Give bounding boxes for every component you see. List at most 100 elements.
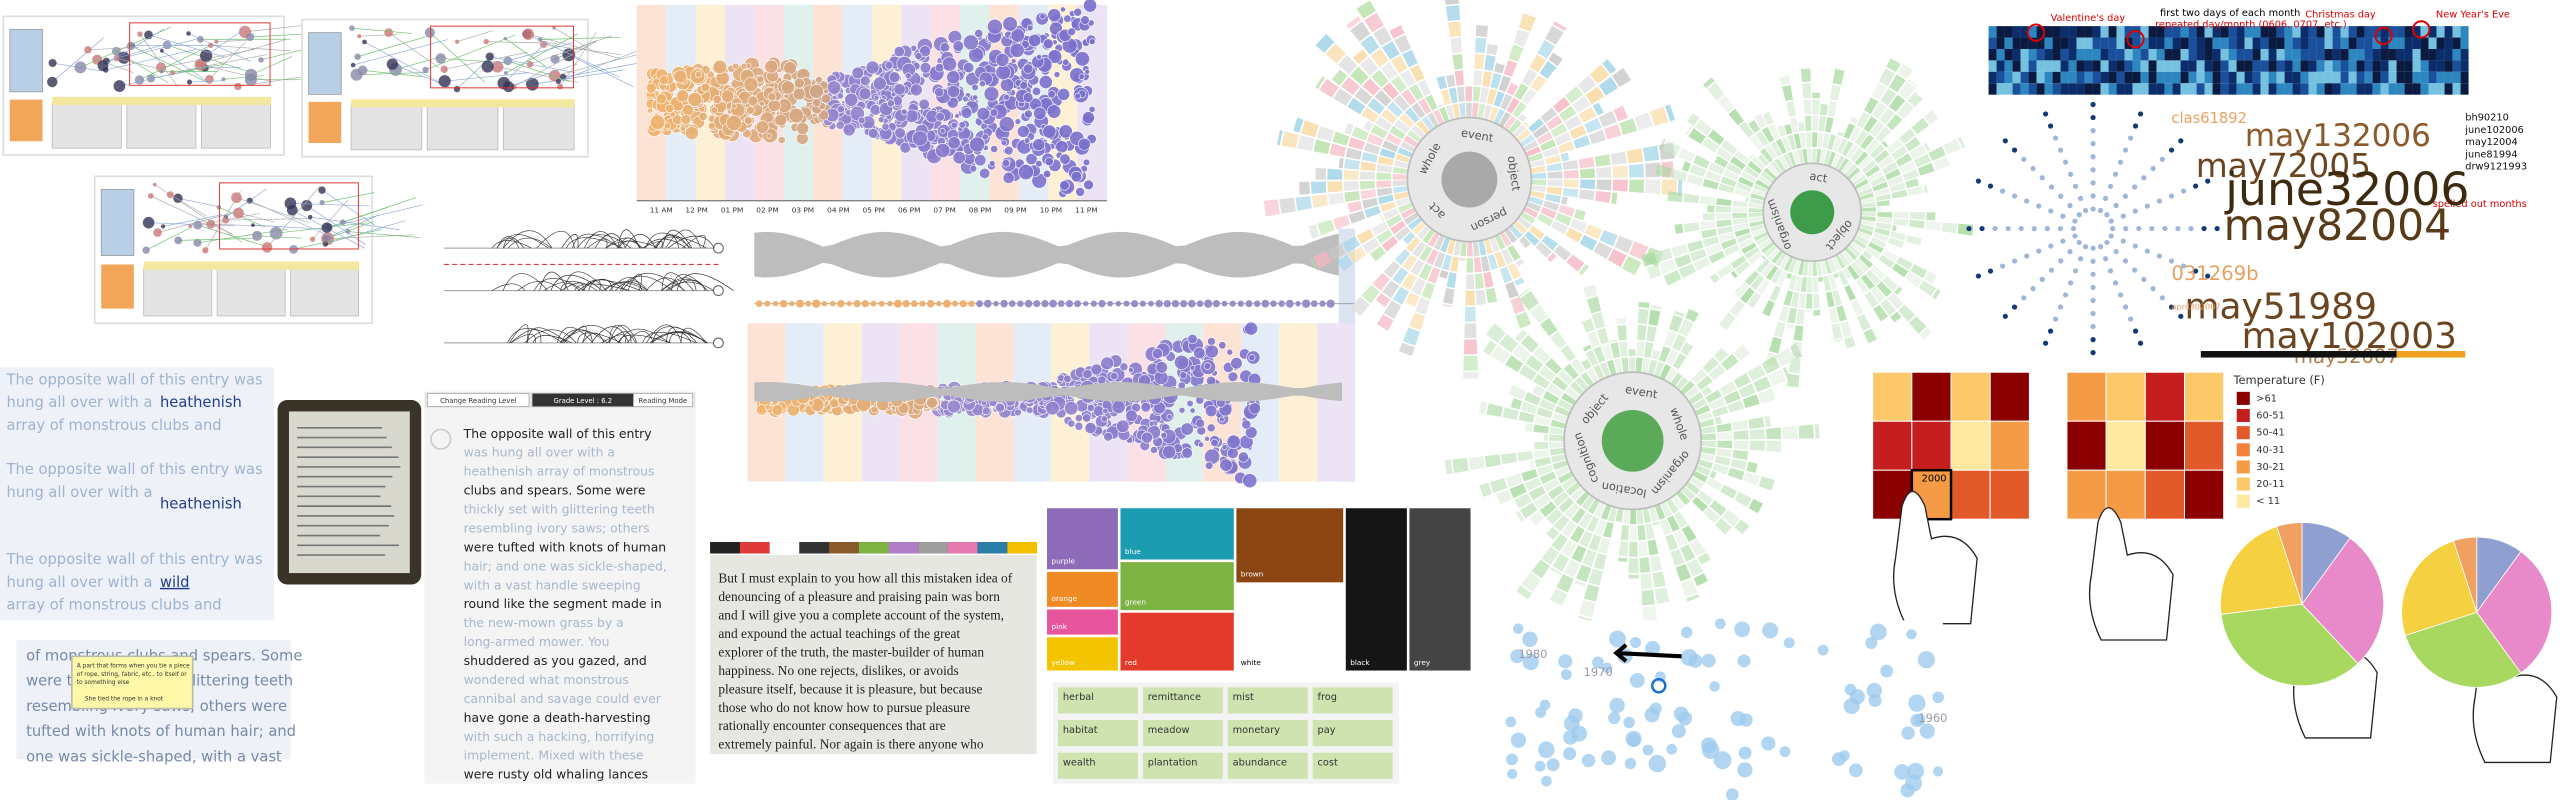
calendar-cell bbox=[2036, 83, 2045, 95]
hand bbox=[2088, 507, 2174, 641]
calendar-cell bbox=[2068, 37, 2077, 49]
scatter-dot bbox=[1558, 654, 1573, 669]
cloud-word: clas61892 bbox=[2171, 110, 2247, 127]
sunburst-wedge bbox=[1636, 341, 1645, 357]
sunburst-wedge bbox=[1510, 397, 1523, 410]
bead bbox=[910, 300, 918, 308]
event-bubble bbox=[1204, 461, 1214, 470]
calendar-cell bbox=[2380, 60, 2389, 72]
sunburst-wedge bbox=[1612, 179, 1628, 192]
sunburst-wedge bbox=[1727, 467, 1745, 481]
calendar-cell bbox=[2284, 71, 2293, 84]
sunburst-wedge bbox=[1348, 210, 1366, 224]
calendar-cell bbox=[2252, 71, 2261, 84]
sunburst-wedge bbox=[1300, 120, 1319, 138]
sunburst-wedge bbox=[1743, 472, 1761, 486]
scatter-dot bbox=[1506, 753, 1518, 766]
radial-dot bbox=[2030, 285, 2036, 292]
calendar-cell bbox=[2020, 37, 2029, 49]
sunburst-wedge bbox=[1637, 308, 1649, 325]
radial-dot bbox=[2090, 258, 2096, 264]
event-bubble bbox=[1140, 401, 1152, 413]
link bbox=[216, 39, 250, 43]
event-bubble bbox=[665, 103, 675, 114]
arc bbox=[539, 271, 569, 291]
event-bubble bbox=[1017, 164, 1034, 181]
calendar-cell bbox=[2124, 48, 2133, 61]
node bbox=[319, 199, 325, 206]
calendar-cell bbox=[2020, 60, 2029, 72]
sunburst-wedge bbox=[1834, 339, 1843, 342]
bead bbox=[805, 300, 812, 307]
calendar-cell bbox=[2372, 83, 2381, 95]
annotation: New Year's Eve bbox=[2436, 10, 2510, 21]
scatter-dot bbox=[1560, 669, 1572, 680]
color-swatch bbox=[829, 542, 859, 554]
arc bbox=[601, 334, 627, 344]
toolbar-button-label: Change Reading Level bbox=[440, 397, 516, 405]
scale-bar bbox=[2200, 351, 2397, 358]
node bbox=[186, 31, 191, 36]
radial-dot bbox=[2132, 184, 2138, 190]
calendar-cell bbox=[2116, 48, 2125, 61]
sunburst-wedge bbox=[1563, 179, 1579, 188]
arc bbox=[602, 281, 648, 291]
event-bubble bbox=[1189, 364, 1196, 371]
sunburst-wedge bbox=[1647, 539, 1659, 556]
side-panel bbox=[308, 32, 342, 95]
event-bubble bbox=[974, 28, 984, 38]
event-bubble bbox=[1026, 406, 1034, 414]
sunburst-wedge bbox=[1464, 306, 1476, 322]
radial-dot bbox=[2011, 304, 2018, 310]
calendar-cell bbox=[2316, 71, 2325, 84]
event-bubble bbox=[1128, 367, 1134, 373]
node bbox=[200, 49, 213, 62]
event-bubble bbox=[1100, 415, 1108, 423]
reader-line: one was sickle-shaped, with a vast bbox=[26, 749, 282, 766]
calendar-cell bbox=[2428, 37, 2437, 49]
sunburst-wedge bbox=[1700, 221, 1716, 230]
calendar-cell bbox=[2188, 37, 2197, 49]
calendar-cell bbox=[2268, 48, 2277, 61]
scatter-dot bbox=[1832, 752, 1846, 767]
bottom-box bbox=[200, 101, 271, 149]
event-bubble bbox=[857, 116, 866, 125]
highlight-band bbox=[351, 99, 575, 108]
link bbox=[225, 218, 308, 221]
calendar-cell bbox=[2228, 37, 2237, 49]
sunburst-core bbox=[1601, 409, 1664, 472]
scatter-dot bbox=[1906, 629, 1917, 640]
calendar-cell bbox=[2436, 26, 2445, 38]
event-bubble bbox=[1155, 361, 1168, 374]
link bbox=[327, 221, 374, 239]
radial-dot bbox=[2072, 183, 2079, 189]
bead bbox=[1301, 299, 1311, 308]
bottom-box bbox=[290, 267, 360, 317]
link bbox=[205, 191, 241, 251]
event-bubble bbox=[1162, 445, 1177, 460]
radial-dot bbox=[1987, 183, 1994, 189]
node bbox=[503, 81, 515, 93]
paragraph-line: pleasure itself, because it is pleasure,… bbox=[718, 681, 982, 696]
calendar-cell bbox=[2428, 48, 2437, 61]
node bbox=[186, 79, 193, 85]
calendar-cell bbox=[2020, 83, 2029, 95]
calendar-cell bbox=[2172, 71, 2181, 84]
node bbox=[454, 39, 460, 44]
event-bubble bbox=[904, 72, 912, 80]
arc bbox=[577, 234, 632, 249]
time-tick-label: 03 PM bbox=[792, 206, 814, 215]
annotation: Christmas day bbox=[2305, 10, 2376, 21]
sunburst-wedge bbox=[1405, 292, 1420, 308]
event-bubble bbox=[1047, 90, 1056, 99]
sunburst-wedge bbox=[1409, 312, 1425, 331]
paragraph-line: explorer of the truth, the master-builde… bbox=[718, 644, 984, 659]
sunburst-wedge bbox=[1463, 372, 1479, 379]
sunburst-wedge bbox=[1566, 254, 1585, 272]
event-bubble bbox=[774, 113, 788, 127]
calendar-cell bbox=[2380, 71, 2389, 84]
event-bubble bbox=[1024, 109, 1033, 119]
bead bbox=[795, 299, 805, 308]
legend-label: 20-11 bbox=[2256, 479, 2284, 490]
legend-label: < 11 bbox=[2256, 496, 2280, 507]
